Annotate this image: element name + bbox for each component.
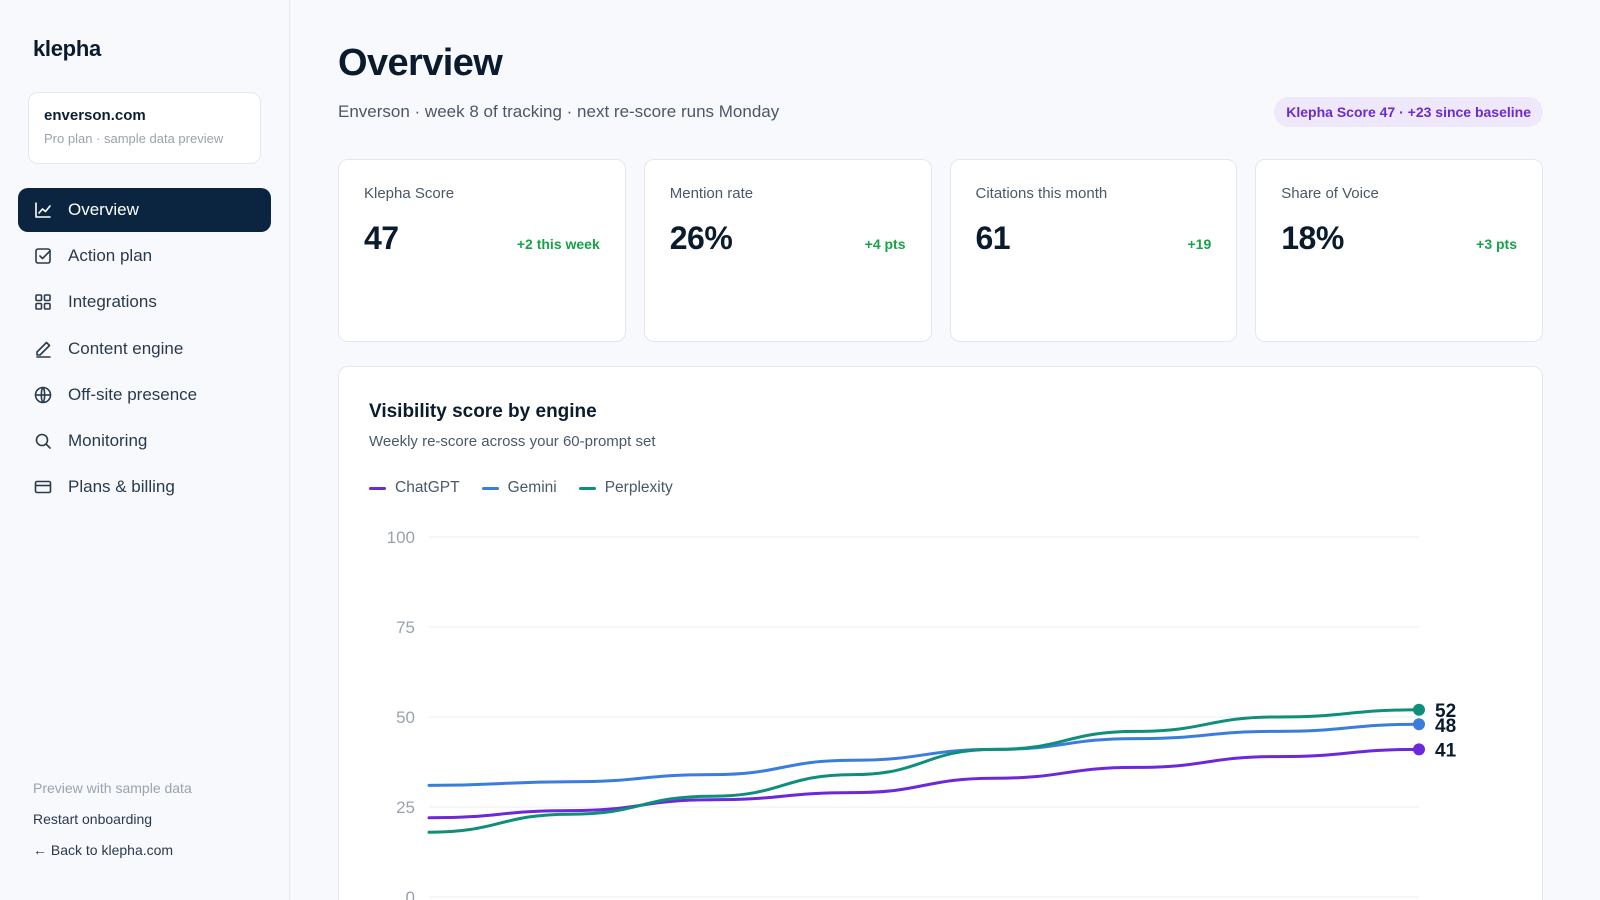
kpi-value: 61 [975,220,1011,256]
kpi-card-share-of-voice[interactable]: Share of Voice 18% +3 pts [1255,159,1543,457]
y-tick-label: 75 [396,618,415,637]
main-content: Overview Enverson · week 8 of tracking ·… [291,0,1600,900]
line-chart-icon [33,200,53,220]
series-line-gemini [427,722,1421,787]
kpi-value: 26% [669,220,733,256]
legend-item-perplexity[interactable]: Perplexity [578,479,673,497]
sidebar-item-label: Integrations [68,292,157,312]
legend-item-gemini[interactable]: Gemini [481,479,557,497]
chart-title: Visibility score by engine [369,401,597,422]
kpi-value: 47 [364,220,399,256]
series-end-dot [1413,718,1425,731]
sidebar-nav: Overview Action plan Integrations Conten… [18,188,271,511]
series-end-dot [1413,743,1425,756]
legend-label: Gemini [507,479,557,496]
sidebar-item-label: Content engine [68,338,184,358]
y-tick-label: 100 [387,528,415,547]
page-subtitle: Enverson · week 8 of tracking · next re-… [338,102,780,121]
account-plan: Pro plan · sample data preview [44,131,224,146]
sidebar-item-plans-billing[interactable]: Plans & billing [18,465,271,509]
account-domain: enverson.com [44,107,146,124]
kpi-delta: +4 pts [864,236,906,252]
page-title: Overview [338,42,503,84]
back-to-site-link[interactable]: ← Back to klepha.com [33,842,174,858]
account-card[interactable]: enverson.com Pro plan · sample data prev… [28,92,261,164]
sidebar-item-action-plan[interactable]: Action plan [18,234,271,278]
sidebar-footer: Preview with sample data Restart onboard… [33,780,192,858]
kpi-card-mention-rate[interactable]: Mention rate 26% +4 pts [643,159,932,457]
kpi-card-citations[interactable]: Citations this month 61 +19 [949,159,1238,457]
checkbox-icon [33,246,53,266]
sidebar-item-label: Monitoring [68,430,148,450]
series-line-perplexity [427,708,1421,834]
score-badge: Klepha Score 47 · +23 since baseline [1274,97,1543,127]
legend-swatch [578,486,596,490]
app-logo[interactable]: klepha [33,36,101,61]
kpi-row: Klepha Score 47 +2 this week Mention rat… [338,159,1543,457]
series-end-dot [1413,703,1425,716]
legend-swatch [481,486,499,490]
sidebar-item-label: Off-site presence [68,384,198,404]
y-tick-label: 25 [396,798,415,817]
kpi-label: Klepha Score [364,185,455,202]
sidebar-item-label: Plans & billing [68,477,175,497]
sidebar-item-label: Action plan [68,246,153,266]
series-line-chatgpt [427,747,1421,820]
series-end-label: 48 [1435,716,1456,737]
sidebar-item-off-site-presence[interactable]: Off-site presence [18,373,271,417]
chart-subtitle: Weekly re-score across your 60-prompt se… [369,433,656,450]
legend-swatch [369,486,386,490]
series-end-label: 41 [1435,740,1457,761]
sidebar-item-overview[interactable]: Overview [18,188,271,232]
credit-card-icon [33,477,53,497]
sidebar-item-integrations[interactable]: Integrations [18,280,271,324]
kpi-delta: +2 this week [516,236,600,252]
sidebar-item-content-engine[interactable]: Content engine [18,327,271,371]
legend-label: ChatGPT [395,479,460,496]
pencil-icon [33,339,53,359]
restart-onboarding-link[interactable]: Restart onboarding [33,811,153,827]
y-tick-label: 50 [396,708,415,727]
series-end-label: 52 [1435,701,1456,722]
kpi-label: Mention rate [669,185,754,202]
kpi-delta: +3 pts [1476,236,1517,252]
kpi-delta: +19 [1187,236,1212,252]
y-tick-label: 0 [406,888,415,900]
legend-item-chatgpt[interactable]: ChatGPT [369,479,460,497]
sidebar-item-label: Overview [68,200,139,219]
grid-icon [33,292,53,312]
sidebar: klepha enverson.com Pro plan · sample da… [0,0,290,900]
chart-legend: ChatGPT Gemini Perplexity [369,479,673,497]
preview-note: Preview with sample data [33,780,192,796]
kpi-card-klepha-score[interactable]: Klepha Score 47 +2 this week [338,159,626,457]
kpi-label: Citations this month [975,185,1108,202]
legend-label: Perplexity [604,479,673,496]
visibility-chart-card: Visibility score by engine Weekly re-sco… [338,366,1543,900]
kpi-value: 18% [1281,220,1344,256]
sidebar-item-monitoring[interactable]: Monitoring [18,419,271,463]
kpi-label: Share of Voice [1281,185,1379,202]
globe-icon [33,385,53,405]
search-icon [33,431,53,451]
